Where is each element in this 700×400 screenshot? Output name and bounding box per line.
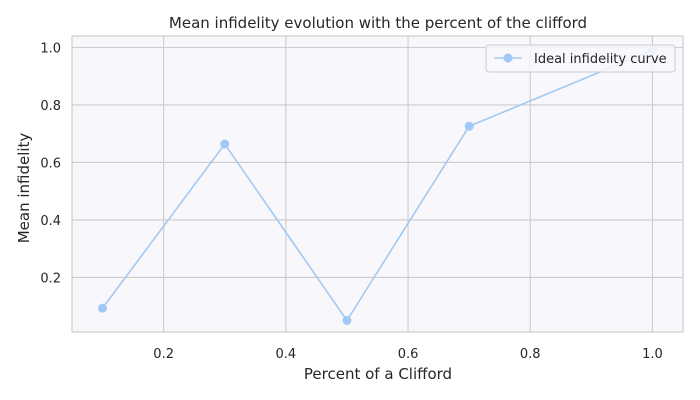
tick-labels: 0.2 0.4 0.6 0.8 1.0 0.2 0.4 0.6 0.8 1.0 — [40, 41, 662, 362]
y-tick-label: 0.8 — [40, 99, 61, 114]
x-tick-label: 1.0 — [642, 347, 663, 362]
y-tick-label: 0.6 — [40, 156, 61, 171]
data-point — [98, 303, 108, 313]
x-tick-label: 0.2 — [153, 347, 174, 362]
legend-box — [485, 44, 676, 73]
data-point — [342, 316, 352, 326]
legend-label: Ideal infidelity curve — [534, 52, 667, 67]
legend-marker-swatch — [503, 53, 513, 63]
legend: Ideal infidelity curve — [485, 44, 676, 73]
x-tick-label: 0.8 — [520, 347, 541, 362]
plot-area — [72, 36, 683, 332]
y-tick-label: 0.4 — [40, 214, 61, 229]
x-tick-label: 0.4 — [276, 347, 297, 362]
x-tick-label: 0.6 — [398, 347, 419, 362]
chart-title: Mean infidelity evolution with the perce… — [169, 14, 587, 32]
x-axis-label: Percent of a Clifford — [304, 365, 452, 383]
data-point — [220, 139, 230, 149]
data-point — [464, 121, 474, 131]
y-tick-label: 1.0 — [40, 41, 61, 56]
y-axis-label: Mean infidelity — [15, 133, 33, 244]
y-tick-label: 0.2 — [40, 271, 61, 286]
plot-frame — [71, 35, 684, 333]
